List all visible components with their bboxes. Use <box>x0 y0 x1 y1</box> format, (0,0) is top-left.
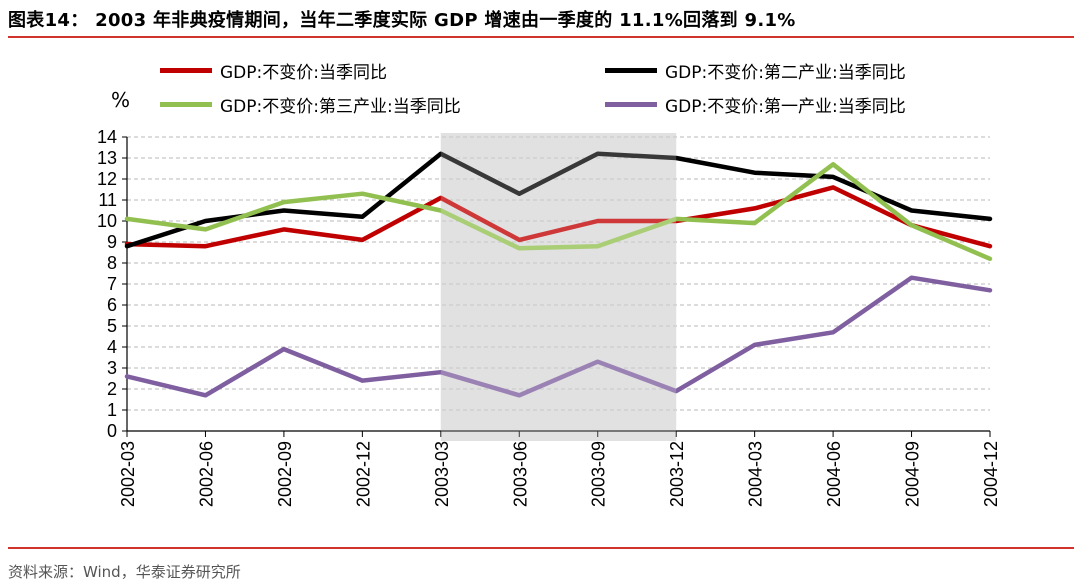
y-tick-label: 12 <box>97 169 117 189</box>
legend-label-primary: GDP:不变价:第一产业:当季同比 <box>665 96 906 117</box>
series-line-2 <box>124 162 993 262</box>
legend-label-gdp: GDP:不变价:当季同比 <box>220 62 387 83</box>
series-line-0 <box>124 185 993 249</box>
legend-label-secondary: GDP:不变价:第二产业:当季同比 <box>665 62 906 83</box>
y-tick-label: 9 <box>107 232 117 252</box>
y-tick-label: 5 <box>107 316 117 336</box>
x-tick-label: 2002-12 <box>353 441 373 507</box>
legend-item-tertiary: GDP:不变价:第三产业:当季同比 <box>160 94 461 117</box>
legend-swatch-gdp <box>160 67 212 73</box>
x-tick-label: 2003-09 <box>589 441 609 507</box>
y-tick-label: 6 <box>107 295 117 315</box>
legend-swatch-tertiary <box>160 101 212 107</box>
legend-item-primary: GDP:不变价:第一产业:当季同比 <box>605 94 906 117</box>
x-tick-label: 2002-03 <box>118 441 138 507</box>
footer-divider <box>8 547 1074 549</box>
y-tick-label: 8 <box>107 253 117 273</box>
series-line-1 <box>124 151 993 249</box>
legend-swatch-primary <box>605 101 657 107</box>
x-tick-label: 2004-03 <box>746 441 766 507</box>
shaded-period <box>440 133 677 441</box>
x-tick-label: 2004-12 <box>981 441 1001 507</box>
legend-swatch-secondary <box>605 67 657 73</box>
x-tick-label: 2003-06 <box>510 441 530 507</box>
y-tick-label: 0 <box>107 421 117 441</box>
y-tick-label: 7 <box>107 274 117 294</box>
shaded-period-overlay <box>440 133 677 441</box>
x-tick-label: 2004-06 <box>824 441 844 507</box>
title-divider <box>8 36 1074 38</box>
y-tick-label: 10 <box>97 211 117 231</box>
series-line-3 <box>124 275 993 398</box>
source-note: 资料来源：Wind，华泰证券研究所 <box>8 563 241 581</box>
y-tick-label: 11 <box>98 190 117 210</box>
y-axis-unit: % <box>111 88 131 112</box>
x-tick-label: 2004-09 <box>903 441 923 507</box>
legend-item-secondary: GDP:不变价:第二产业:当季同比 <box>605 60 906 83</box>
y-tick-label: 1 <box>107 400 117 420</box>
x-tick-label: 2002-06 <box>196 441 216 507</box>
y-tick-label: 2 <box>107 379 117 399</box>
y-tick-label: 14 <box>97 127 117 147</box>
y-tick-label: 13 <box>97 148 117 168</box>
x-tick-label: 2003-03 <box>432 441 452 507</box>
x-tick-label: 2003-12 <box>667 441 687 507</box>
legend-label-tertiary: GDP:不变价:第三产业:当季同比 <box>220 96 461 117</box>
y-tick-label: 3 <box>107 358 117 378</box>
figure-title: 图表14： 2003 年非典疫情期间，当年二季度实际 GDP 增速由一季度的 1… <box>8 10 796 31</box>
y-tick-label: 4 <box>107 337 117 357</box>
legend-item-gdp: GDP:不变价:当季同比 <box>160 60 387 83</box>
x-tick-label: 2002-09 <box>275 441 295 507</box>
